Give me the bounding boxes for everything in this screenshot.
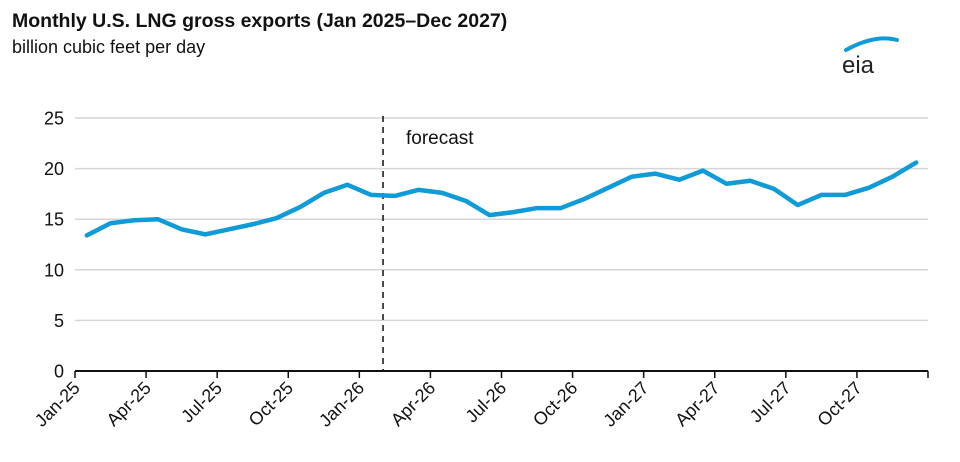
x-tick-label: Apr-27 [671, 378, 723, 430]
forecast-annotation: forecast [406, 128, 474, 149]
svg-text:eia: eia [842, 52, 875, 79]
x-tick-label: Oct-26 [529, 378, 581, 430]
x-tick-label: Apr-26 [387, 378, 439, 430]
gridlines [75, 117, 928, 322]
x-tick-label: Jan-27 [599, 378, 652, 431]
x-tick-label: Jul-27 [746, 378, 795, 427]
x-axis: Jan-25 Apr-25 Jul-25 Oct-25 Jan-26 Apr-26 Jul-… [31, 370, 929, 431]
x-tick-label: Oct-27 [813, 378, 865, 430]
y-tick-label: 0 [54, 362, 64, 382]
y-tick-label: 20 [44, 159, 64, 179]
series-line [84, 160, 919, 238]
x-tick-label: Jul-26 [462, 378, 511, 427]
y-tick-label: 10 [44, 260, 64, 280]
x-tick-label: Apr-25 [103, 378, 155, 430]
y-tick-label: 5 [54, 311, 64, 331]
x-tick-label: Jul-25 [177, 378, 226, 427]
x-tick-label: Jan-26 [315, 378, 368, 431]
logo-arc-icon [844, 36, 899, 52]
y-axis-labels: 0 5 10 15 20 25 [44, 109, 64, 382]
eia-logo: eia [842, 36, 899, 79]
y-tick-label: 15 [44, 210, 64, 230]
chart-title: Monthly U.S. LNG gross exports (Jan 2025… [12, 10, 508, 32]
y-tick-label: 25 [44, 109, 64, 129]
x-tick-label: Oct-25 [245, 378, 297, 430]
data-points [86, 162, 917, 236]
chart-subtitle: billion cubic feet per day [12, 37, 206, 57]
x-tick-label: Jan-25 [31, 378, 84, 431]
